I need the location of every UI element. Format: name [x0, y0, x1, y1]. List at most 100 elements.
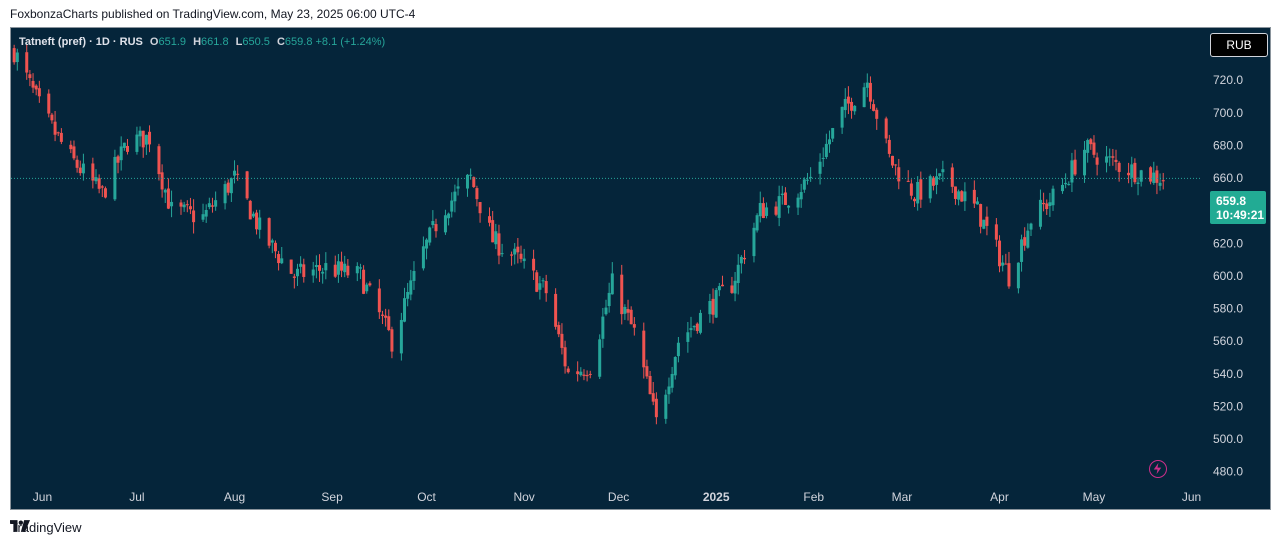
candle-down: [12, 48, 16, 63]
candle-down: [248, 200, 252, 220]
candle-up: [122, 142, 126, 148]
y-tick-label: 580.0: [1213, 302, 1243, 316]
candle-down: [516, 246, 520, 253]
candle-down: [103, 188, 107, 198]
candle-up: [135, 134, 139, 152]
candle-up: [453, 191, 457, 202]
candle-down: [950, 167, 954, 187]
candle-up: [1060, 184, 1064, 192]
candle-up: [336, 261, 340, 275]
candle-up: [604, 307, 608, 315]
candle-down: [632, 324, 636, 328]
candle-down: [519, 253, 523, 259]
candle-down: [868, 82, 872, 102]
candle-up: [355, 266, 359, 274]
low-label: L: [235, 36, 243, 48]
candle-up: [1038, 199, 1042, 227]
x-tick-label: Jun: [33, 490, 52, 504]
candle-up: [500, 253, 504, 255]
candle-down: [368, 283, 372, 286]
candle-down: [488, 216, 492, 223]
candle-down: [53, 121, 57, 135]
last-price-badge: 659.8 10:49:21: [1210, 191, 1266, 224]
candle-down: [972, 189, 976, 204]
candle-up: [1152, 172, 1156, 184]
candlestick-chart[interactable]: 740.0720.0700.0680.0660.0640.0620.0600.0…: [11, 28, 1271, 510]
candle-up: [1016, 262, 1020, 289]
candle-up: [324, 263, 328, 271]
candle-down: [532, 258, 536, 271]
high-value: 661.8: [201, 36, 229, 48]
candle-down: [1023, 237, 1027, 246]
open-label: O: [149, 36, 159, 48]
candle-up: [957, 191, 961, 200]
close-value: 659.8: [284, 36, 313, 48]
candle-up: [233, 170, 237, 176]
candle-up: [113, 156, 117, 200]
candle-up: [538, 283, 542, 290]
x-tick-label: May: [1083, 490, 1106, 504]
symbol-title: Tatneft (pref) · 1D · RUS: [19, 36, 143, 48]
candle-up: [982, 219, 986, 229]
chart-frame[interactable]: 740.0720.0700.0680.0660.0640.0620.0600.0…: [10, 27, 1271, 510]
candle-up: [223, 184, 227, 204]
candle-down: [289, 259, 293, 274]
candle-up: [258, 217, 262, 230]
candle-down: [141, 130, 145, 148]
candle-down: [648, 375, 652, 395]
candle-down: [380, 314, 384, 316]
candle-down: [906, 180, 910, 182]
candle-up: [865, 82, 869, 88]
candle-up: [799, 192, 803, 200]
candle-up: [119, 146, 123, 161]
candle-down: [210, 205, 214, 207]
candle-up: [670, 373, 674, 388]
candle-down: [160, 172, 164, 190]
candle-down: [576, 371, 580, 375]
candle-up: [935, 176, 939, 185]
candle-up: [412, 271, 416, 281]
y-tick-label: 500.0: [1213, 432, 1243, 446]
candle-up: [1051, 188, 1055, 206]
candle-down: [97, 178, 101, 189]
y-tick-label: 600.0: [1213, 269, 1243, 283]
candle-down: [34, 85, 38, 90]
candle-up: [862, 87, 866, 108]
footer-brand[interactable]: TradingView: [10, 520, 82, 535]
candle-down: [563, 347, 567, 367]
candle-up: [1105, 156, 1109, 163]
candle-up: [733, 280, 737, 294]
candle-down: [333, 264, 337, 277]
candle-down: [188, 206, 192, 210]
candle-down: [166, 188, 170, 209]
candle-down: [730, 285, 734, 293]
candle-down: [554, 293, 558, 327]
candle-down: [31, 80, 35, 88]
candle-up: [513, 248, 517, 255]
currency-button[interactable]: RUB: [1210, 33, 1268, 57]
x-tick-label: Jun: [1182, 490, 1201, 504]
candle-down: [1161, 180, 1165, 182]
lightning-bolt-icon[interactable]: [1149, 460, 1167, 478]
candle-down: [192, 210, 196, 223]
candle-down: [1095, 157, 1099, 165]
candle-up: [314, 265, 318, 268]
candle-up: [443, 215, 447, 233]
candle-down: [919, 179, 923, 200]
candle-up: [251, 213, 255, 217]
candle-up: [689, 328, 693, 331]
candle-up: [428, 227, 432, 243]
candle-up: [431, 221, 435, 226]
candle-down: [566, 368, 570, 373]
candle-down: [318, 265, 322, 271]
candle-up: [450, 200, 454, 212]
candle-down: [890, 155, 894, 166]
y-tick-label: 720.0: [1213, 73, 1243, 87]
candle-up: [1026, 230, 1030, 248]
candle-up: [201, 214, 205, 220]
candle-up: [1139, 170, 1143, 182]
candle-down: [387, 316, 391, 331]
candle-up: [698, 312, 702, 333]
candle-up: [138, 130, 142, 137]
x-tick-label: Aug: [224, 490, 245, 504]
